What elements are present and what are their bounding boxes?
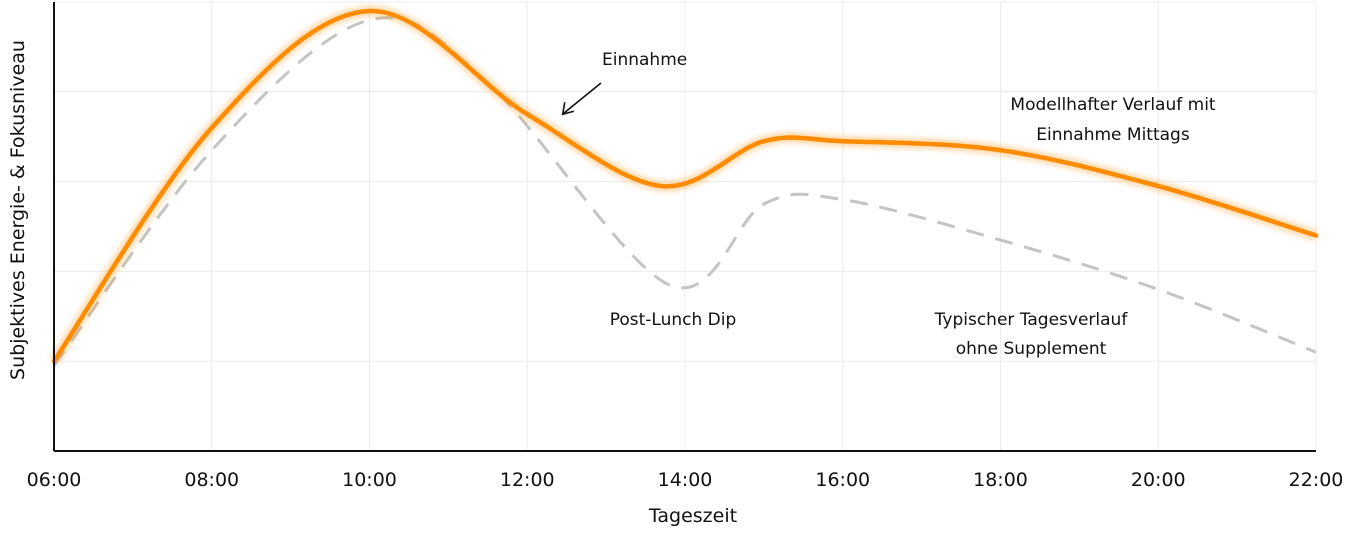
series-line-supplement <box>51 8 1319 364</box>
annotation-model-label: Einnahme Mittags <box>1036 125 1190 145</box>
annotation-model-label: Modellhafter Verlauf mit <box>1010 95 1216 115</box>
x-tick-label: 16:00 <box>815 469 870 491</box>
series-line-typical <box>52 16 1317 367</box>
grid <box>54 1 1317 451</box>
y-axis-title: Subjektives Energie- & Fokusniveau <box>7 40 29 380</box>
annotation-typical-label: Typischer Tagesverlauf <box>934 310 1129 330</box>
axes: 06:00 08:00 10:00 12:00 14:00 16:00 18:00 20:00… <box>7 2 1343 527</box>
x-tick-label: 20:00 <box>1131 469 1186 491</box>
x-tick-label: 10:00 <box>342 469 397 491</box>
annotation-post-lunch-dip: Post-Lunch Dip <box>610 310 737 330</box>
labels: Einnahme Post-Lunch Dip Modellhafter Verla… <box>561 50 1216 359</box>
annotation-intake-label: Einnahme <box>602 50 687 70</box>
x-axis-title: Tageszeit <box>648 505 737 527</box>
x-tick-label: 06:00 <box>27 469 82 491</box>
annotation-typical-label: ohne Supplement <box>956 339 1107 359</box>
annotation-intake-arrow <box>563 82 602 114</box>
x-tick-label: 22:00 <box>1289 469 1344 491</box>
annotation-intake-arrowhead <box>561 102 574 116</box>
x-tick-label: 18:00 <box>973 469 1028 491</box>
x-tick-label: 08:00 <box>184 469 239 491</box>
x-tick-label: 14:00 <box>658 469 713 491</box>
x-tick-label: 12:00 <box>500 469 555 491</box>
series-layer <box>49 5 1319 367</box>
